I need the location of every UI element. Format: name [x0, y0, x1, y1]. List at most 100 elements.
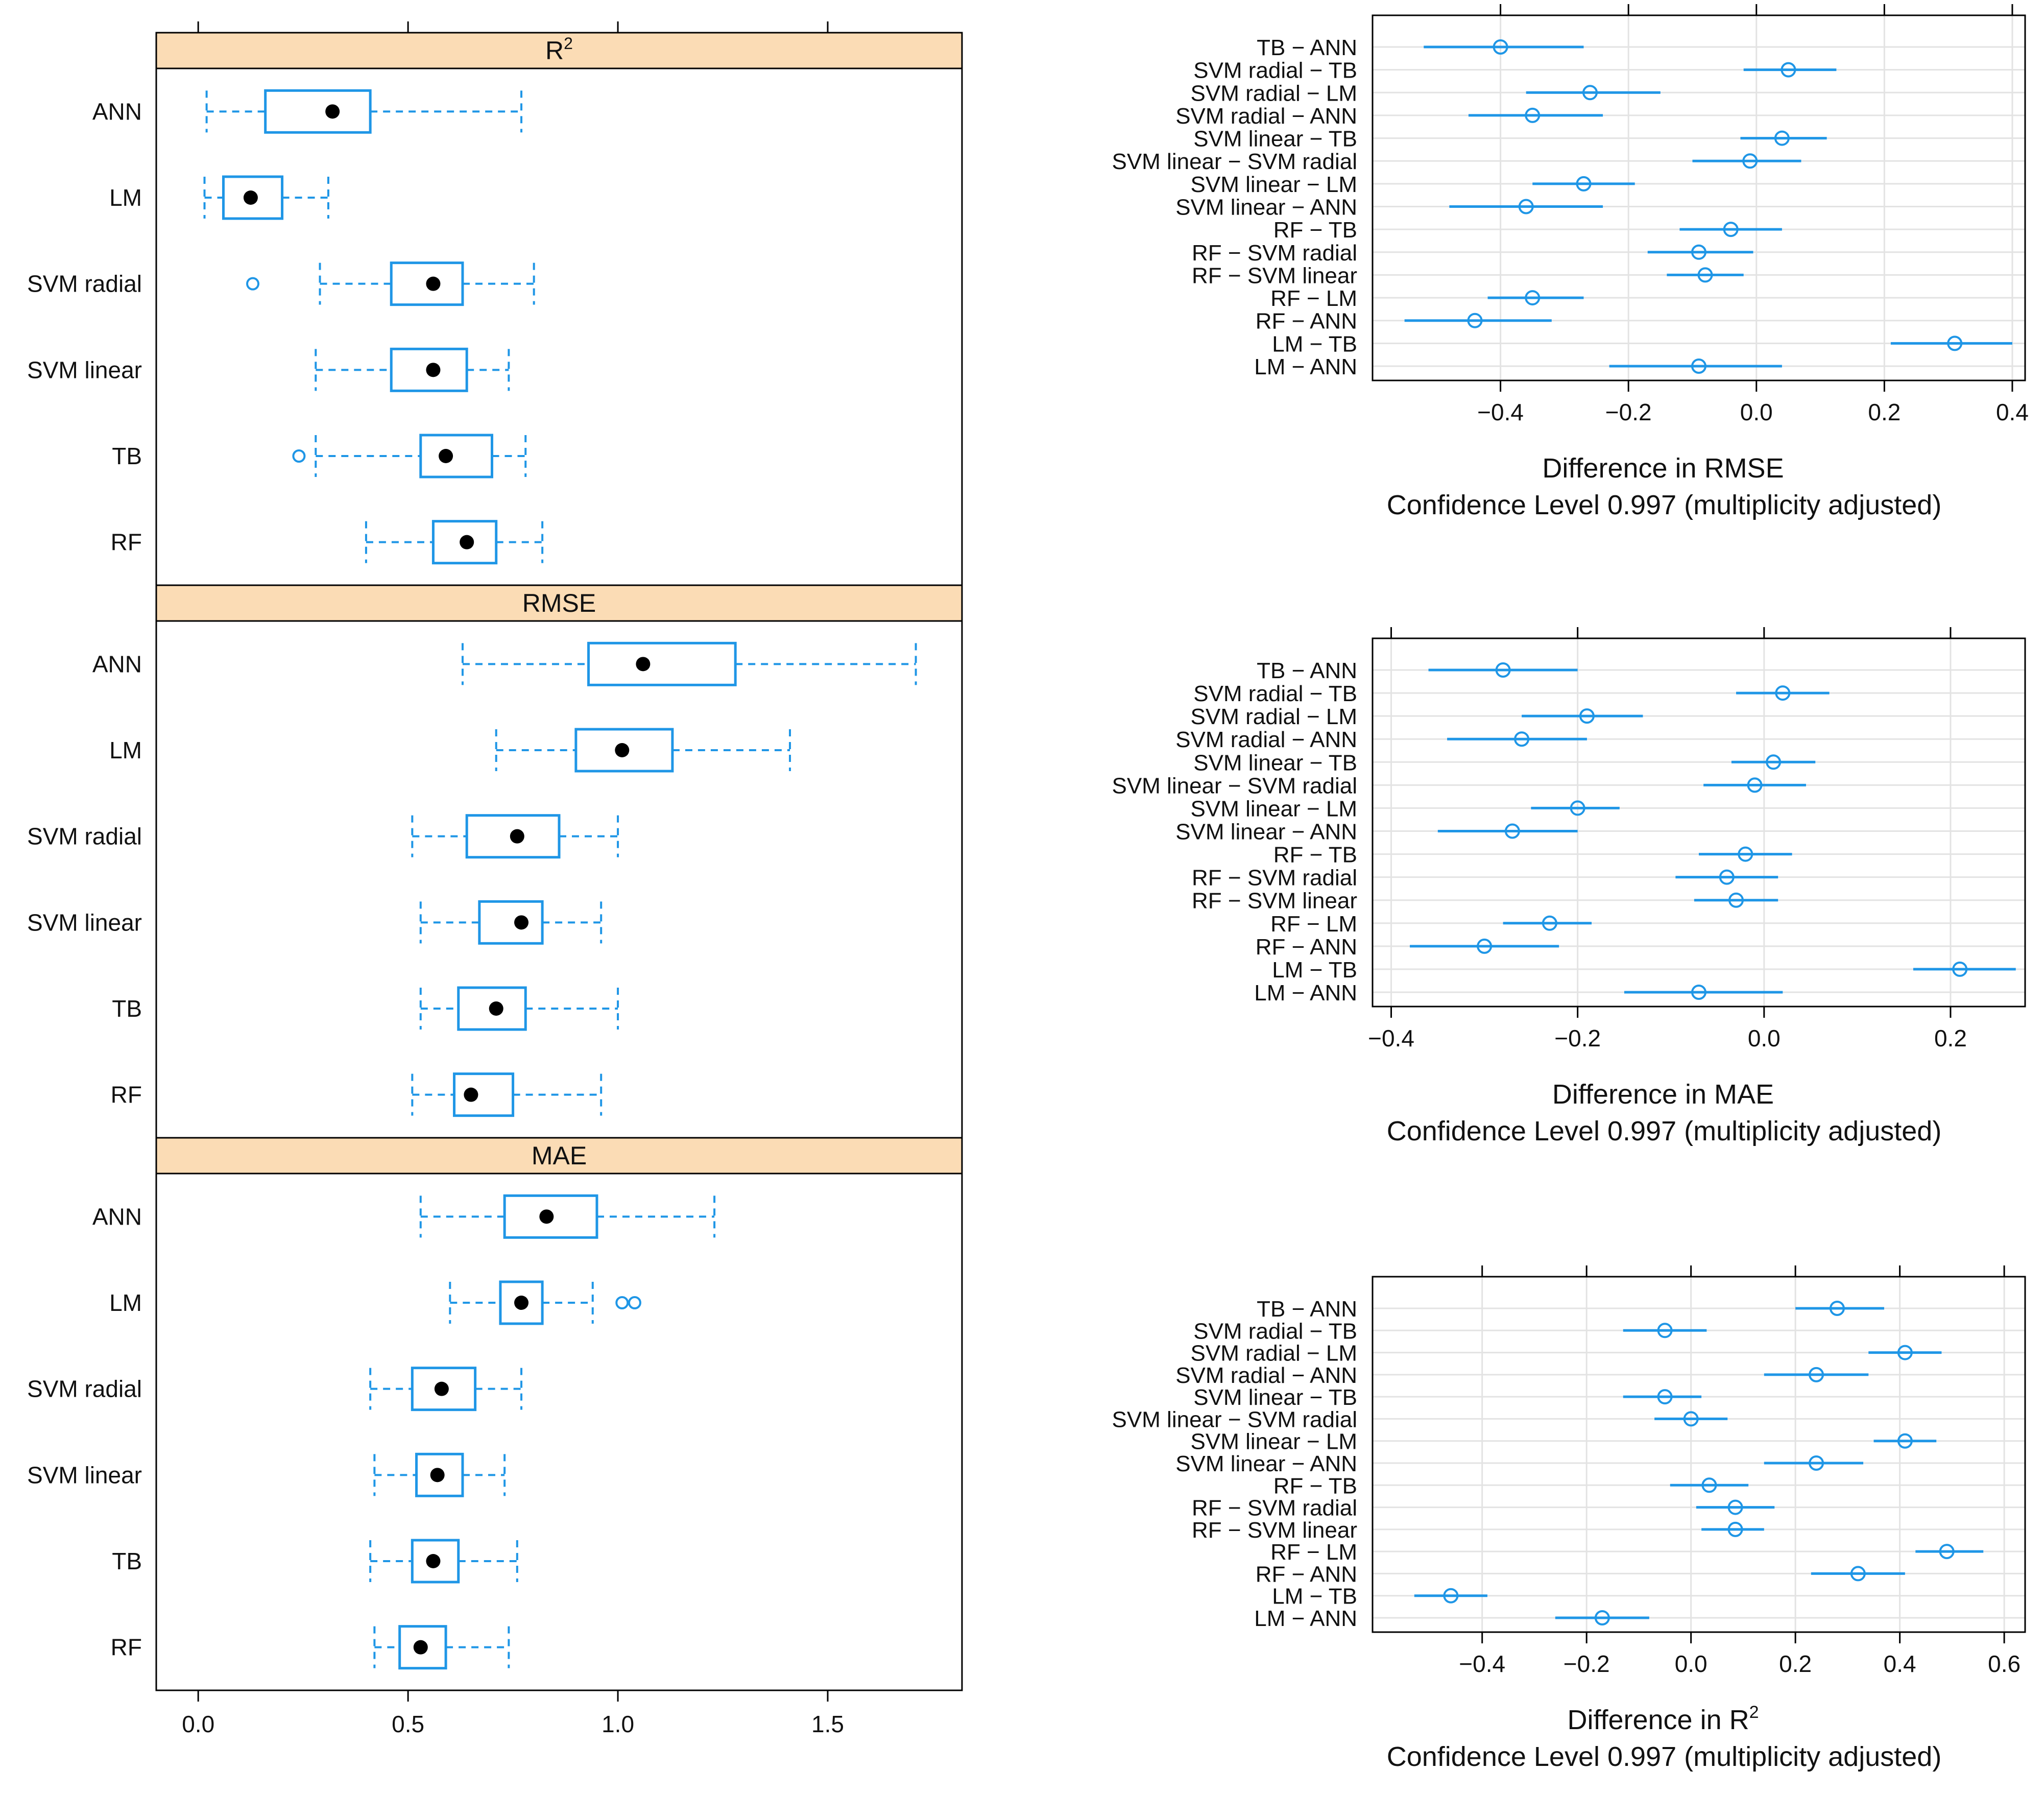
median-dot — [243, 190, 258, 205]
boxplot-tick-label: 1.0 — [602, 1711, 634, 1737]
median-dot — [539, 1209, 554, 1224]
median-dot — [434, 1381, 449, 1396]
comparison-svm-radial-ann: SVM radial − ANN — [1175, 727, 1587, 752]
estimate-point — [1495, 662, 1511, 678]
estimate-point — [1691, 358, 1706, 374]
outlier-point — [628, 1296, 641, 1309]
comparison-rf-tb: RF − TB — [1273, 1473, 1749, 1498]
comparison-svm-radial-tb: SVM radial − TB — [1193, 58, 1837, 83]
comparison-rf-svm-linear: RF − SVM linear — [1192, 889, 1778, 914]
x-axis-title-superscript: 2 — [1749, 1703, 1759, 1722]
estimate-point — [1809, 1455, 1824, 1471]
median-dot — [514, 1296, 529, 1310]
comparison-rf-tb: RF − TB — [1273, 218, 1782, 243]
comparison-rf-svm-linear: RF − SVM linear — [1192, 263, 1744, 288]
comparison-rf-lm: RF − LM — [1270, 1540, 1984, 1565]
comparison-lm-ann: LM − ANN — [1254, 1606, 1649, 1631]
row-label: RF — [111, 1082, 142, 1108]
comparison-label: SVM radial − TB — [1193, 681, 1357, 706]
panel-title-text: R — [545, 36, 564, 65]
comparison-label: RF − ANN — [1256, 309, 1357, 334]
estimate-point — [1701, 1477, 1717, 1493]
box-lm: LM — [109, 728, 791, 773]
estimate-point — [1504, 823, 1520, 839]
box-tb: TB — [112, 986, 619, 1031]
comparison-label: SVM linear − LM — [1191, 796, 1357, 821]
comparison-label: RF − SVM radial — [1192, 241, 1357, 266]
boxplot-panel-r2: R2 ANN LM SVM radial SVM linear TB RF — [27, 32, 963, 565]
iqr-box — [499, 1280, 544, 1325]
panel-title: MAE — [532, 1141, 587, 1170]
estimate-point — [1742, 153, 1758, 169]
comparison-label: SVM radial − LM — [1191, 1341, 1357, 1366]
x-axis-title-text: Difference in MAE — [1552, 1079, 1774, 1110]
estimate-point — [1518, 199, 1534, 214]
row-label: ANN — [92, 98, 142, 125]
box-ann: ANN — [92, 89, 523, 134]
estimate-point — [1493, 39, 1508, 55]
comparison-label: SVM linear − LM — [1191, 1429, 1357, 1454]
estimate-point — [1939, 1544, 1955, 1560]
comparison-tb-ann: TB − ANN — [1257, 1297, 1884, 1322]
row-label: RF — [111, 529, 142, 556]
outlier-point — [292, 449, 306, 463]
estimate-point — [1747, 777, 1763, 793]
estimate-point — [1947, 336, 1963, 351]
comparison-svm-linear-tb: SVM linear − TB — [1193, 1385, 1702, 1410]
estimate-point — [1897, 1345, 1913, 1360]
box-lm: LM — [109, 1280, 641, 1325]
x-tick-label: −0.4 — [1368, 1025, 1414, 1051]
x-tick-label: 0.0 — [1748, 1025, 1781, 1051]
box-lm: LM — [109, 175, 329, 220]
comparison-label: RF − SVM linear — [1192, 889, 1357, 914]
interval-frame — [1372, 637, 2026, 1008]
panel-strip — [155, 1137, 963, 1175]
comparison-label: RF − LM — [1270, 1540, 1357, 1565]
comparison-svm-radial-ann: SVM radial − ANN — [1175, 1363, 1869, 1388]
x-axis-title: Difference in R2 — [1567, 1703, 1759, 1735]
iqr-box — [264, 89, 372, 134]
estimate-point — [1525, 107, 1541, 123]
comparison-svm-linear-lm: SVM linear − LM — [1191, 796, 1620, 821]
iqr-box — [453, 1072, 515, 1117]
row-label: SVM radial — [27, 1376, 142, 1402]
comparison-rf-ann: RF − ANN — [1256, 309, 1552, 334]
comparison-svm-linear-tb: SVM linear − TB — [1193, 750, 1816, 775]
median-dot — [636, 657, 651, 672]
estimate-point — [1514, 731, 1530, 747]
estimate-point — [1443, 1588, 1459, 1604]
comparison-label: SVM radial − LM — [1191, 81, 1357, 106]
comparison-svm-radial-tb: SVM radial − TB — [1193, 681, 1830, 706]
comparison-lm-tb: LM − TB — [1272, 331, 2012, 356]
estimate-point — [1542, 915, 1557, 931]
comparison-label: RF − SVM radial — [1192, 1496, 1357, 1521]
iqr-box — [478, 900, 544, 945]
x-tick-label: −0.2 — [1564, 1651, 1610, 1677]
row-label: SVM linear — [27, 1462, 142, 1488]
comparison-rf-ann: RF − ANN — [1256, 935, 1559, 960]
estimate-point — [1579, 708, 1595, 724]
median-dot — [464, 1087, 478, 1102]
comparison-label: RF − TB — [1273, 1473, 1357, 1498]
row-label: ANN — [92, 1203, 142, 1230]
comparison-label: SVM radial − ANN — [1175, 1363, 1357, 1388]
x-axis-subtitle: Confidence Level 0.997 (multiplicity adj… — [1387, 490, 1942, 520]
comparison-svm-linear-svm-radial: SVM linear − SVM radial — [1112, 773, 1806, 798]
panel-title-text: MAE — [532, 1141, 587, 1170]
median-dot — [489, 1001, 503, 1016]
panel-title: R2 — [545, 34, 573, 65]
comparison-label: TB − ANN — [1257, 1297, 1357, 1322]
comparison-label: RF − ANN — [1256, 935, 1357, 960]
comparison-svm-linear-tb: SVM linear − TB — [1193, 127, 1827, 152]
median-dot — [430, 1468, 445, 1482]
comparison-label: LM − TB — [1272, 331, 1357, 356]
comparison-svm-linear-ann: SVM linear − ANN — [1175, 820, 1578, 845]
iqr-box — [587, 641, 737, 686]
comparison-label: SVM radial − ANN — [1175, 104, 1357, 129]
median-dot — [426, 1554, 441, 1568]
x-tick-label: −0.4 — [1477, 399, 1524, 425]
estimate-point — [1594, 1610, 1610, 1625]
comparison-label: RF − TB — [1273, 843, 1357, 868]
median-dot — [426, 276, 441, 291]
